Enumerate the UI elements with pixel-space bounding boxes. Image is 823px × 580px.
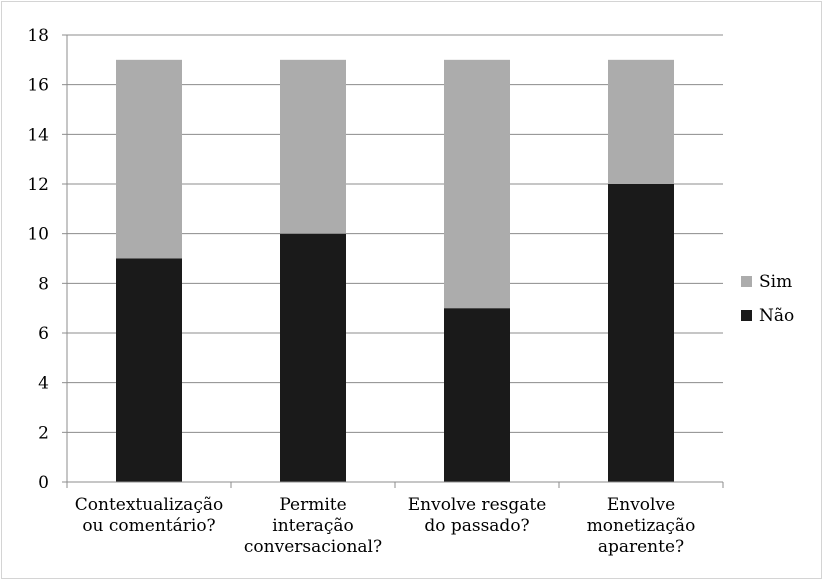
y-tick-label: 12 bbox=[27, 175, 49, 195]
y-tick-labels: 0 2 4 6 8 10 12 14 16 18 bbox=[27, 26, 49, 493]
x-category-label: do passado? bbox=[424, 516, 529, 536]
bars bbox=[116, 59, 674, 482]
bar-sim-3 bbox=[608, 59, 674, 185]
y-tick-label: 18 bbox=[27, 26, 49, 46]
x-category-label: aparente? bbox=[598, 537, 684, 557]
y-tick-label: 0 bbox=[38, 473, 49, 493]
y-tick-label: 4 bbox=[38, 374, 49, 394]
bar-sim-2 bbox=[444, 59, 510, 309]
bar-sim-0 bbox=[116, 59, 182, 259]
legend-swatch-nao bbox=[741, 310, 752, 321]
x-category-label: monetização bbox=[587, 516, 696, 536]
bar-sim-1 bbox=[280, 59, 346, 234]
x-category-label: Envolve resgate bbox=[408, 495, 547, 515]
bar-nao-1 bbox=[280, 233, 346, 482]
x-category-label: interação bbox=[272, 516, 353, 536]
legend-swatch-sim bbox=[741, 276, 752, 287]
bar-nao-0 bbox=[116, 258, 182, 482]
y-tick-label: 8 bbox=[38, 274, 49, 294]
y-tick-label: 2 bbox=[38, 423, 49, 443]
bar-nao-3 bbox=[608, 184, 674, 482]
axes bbox=[62, 34, 724, 488]
bar-nao-2 bbox=[444, 308, 510, 482]
x-category-label: Permite bbox=[279, 495, 346, 515]
x-category-label: Envolve bbox=[607, 495, 675, 515]
legend-label-sim: Sim bbox=[759, 272, 792, 292]
x-category-label: ou comentário? bbox=[82, 516, 215, 536]
x-category-label: Contextualização bbox=[75, 495, 223, 515]
x-category-label: conversacional? bbox=[244, 537, 382, 557]
y-tick-label: 16 bbox=[27, 76, 49, 96]
y-tick-label: 6 bbox=[38, 324, 49, 344]
legend: Sim Não bbox=[741, 272, 794, 326]
legend-label-nao: Não bbox=[759, 306, 794, 326]
y-tick-label: 10 bbox=[27, 225, 49, 245]
y-tick-label: 14 bbox=[27, 125, 49, 145]
